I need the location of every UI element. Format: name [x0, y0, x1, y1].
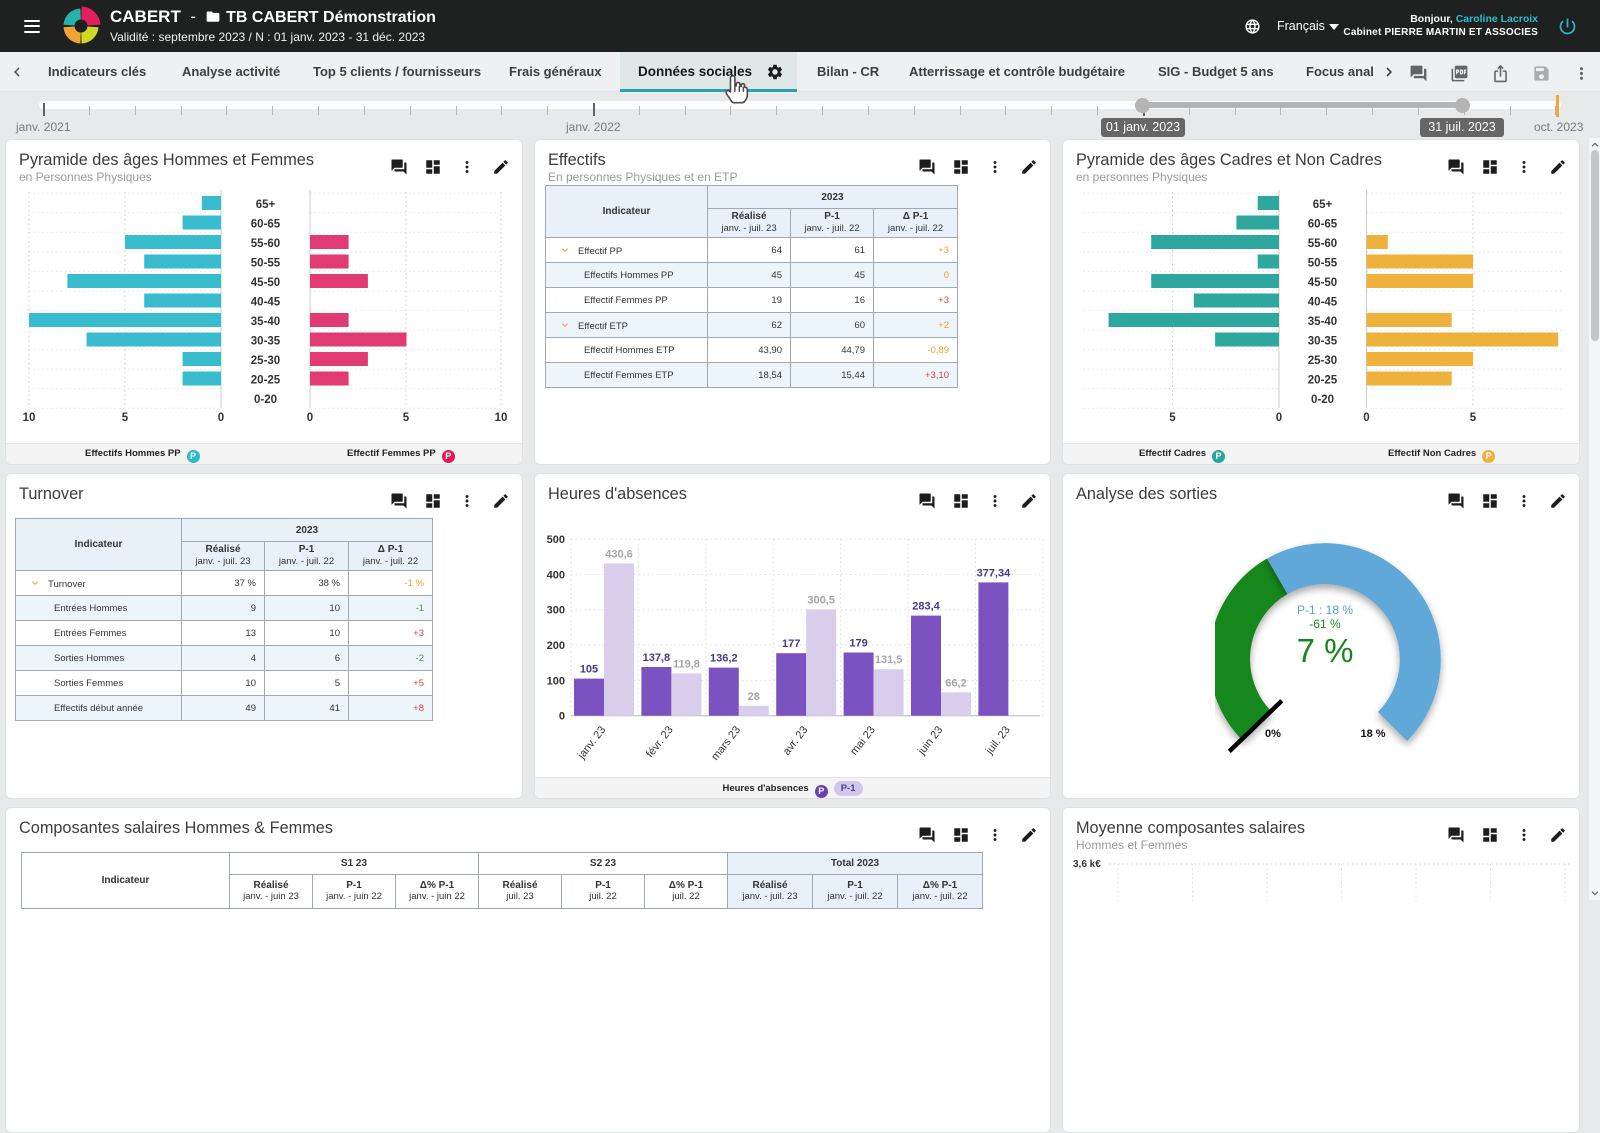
svg-text:40-45: 40-45 [251, 297, 281, 309]
svg-text:40-45: 40-45 [1308, 297, 1338, 309]
svg-text:179: 179 [849, 638, 867, 650]
svg-text:20-25: 20-25 [1308, 375, 1338, 387]
svg-text:35-40: 35-40 [251, 316, 280, 328]
svg-text:137,8: 137,8 [643, 652, 671, 664]
svg-text:283,4: 283,4 [912, 601, 940, 613]
svg-text:28: 28 [748, 691, 760, 703]
svg-text:45-50: 45-50 [1308, 277, 1337, 289]
svg-text:-61 %: -61 % [1309, 617, 1341, 631]
svg-text:0: 0 [1363, 412, 1369, 424]
svg-text:P-1 : 18 %: P-1 : 18 % [1297, 603, 1353, 617]
svg-text:5: 5 [403, 412, 410, 424]
svg-text:0: 0 [307, 412, 313, 424]
svg-text:55-60: 55-60 [1308, 238, 1337, 250]
svg-text:0: 0 [218, 412, 224, 424]
svg-text:66,2: 66,2 [945, 677, 966, 689]
svg-text:10: 10 [23, 412, 36, 424]
svg-text:60-65: 60-65 [1308, 219, 1338, 231]
svg-text:avr. 23: avr. 23 [781, 724, 811, 757]
svg-text:136,2: 136,2 [710, 653, 738, 665]
svg-text:juil. 23: juil. 23 [983, 724, 1013, 757]
svg-text:300,5: 300,5 [807, 595, 835, 607]
svg-text:177: 177 [782, 638, 800, 650]
svg-text:5: 5 [1169, 412, 1176, 424]
svg-text:févr. 23: févr. 23 [644, 724, 676, 760]
svg-text:0: 0 [559, 711, 565, 723]
svg-text:25-30: 25-30 [251, 355, 280, 367]
svg-text:18 %: 18 % [1360, 728, 1385, 740]
svg-text:100: 100 [547, 675, 565, 687]
svg-text:200: 200 [547, 640, 565, 652]
svg-text:105: 105 [580, 664, 598, 676]
svg-text:10: 10 [495, 412, 508, 424]
svg-text:0-20: 0-20 [1311, 394, 1334, 406]
svg-text:35-40: 35-40 [1308, 316, 1337, 328]
svg-text:377,34: 377,34 [977, 567, 1012, 579]
svg-text:25-30: 25-30 [1308, 355, 1337, 367]
svg-text:5: 5 [122, 412, 129, 424]
svg-text:65+: 65+ [256, 199, 276, 211]
svg-text:30-35: 30-35 [1308, 336, 1338, 348]
svg-text:0-20: 0-20 [254, 394, 277, 406]
svg-text:300: 300 [547, 605, 565, 617]
svg-text:131,5: 131,5 [875, 654, 903, 666]
svg-text:3,6 k€: 3,6 k€ [1073, 859, 1101, 870]
svg-text:500: 500 [547, 534, 565, 546]
svg-text:119,8: 119,8 [673, 658, 700, 670]
svg-text:5: 5 [1470, 412, 1477, 424]
svg-text:mai 23: mai 23 [848, 724, 878, 757]
svg-text:430,6: 430,6 [605, 549, 633, 561]
svg-text:65+: 65+ [1313, 199, 1333, 211]
svg-text:30-35: 30-35 [251, 336, 281, 348]
svg-text:50-55: 50-55 [251, 258, 281, 270]
svg-text:50-55: 50-55 [1308, 258, 1338, 270]
svg-text:0: 0 [1276, 412, 1282, 424]
svg-text:60-65: 60-65 [251, 219, 281, 231]
svg-text:janv. 23: janv. 23 [575, 724, 608, 762]
svg-text:400: 400 [547, 569, 565, 581]
svg-text:20-25: 20-25 [251, 375, 281, 387]
svg-text:55-60: 55-60 [251, 238, 280, 250]
svg-text:juin 23: juin 23 [915, 724, 945, 758]
svg-text:0%: 0% [1265, 728, 1281, 740]
svg-text:45-50: 45-50 [251, 277, 280, 289]
svg-text:7 %: 7 % [1297, 632, 1354, 669]
svg-text:mars 23: mars 23 [709, 724, 743, 763]
